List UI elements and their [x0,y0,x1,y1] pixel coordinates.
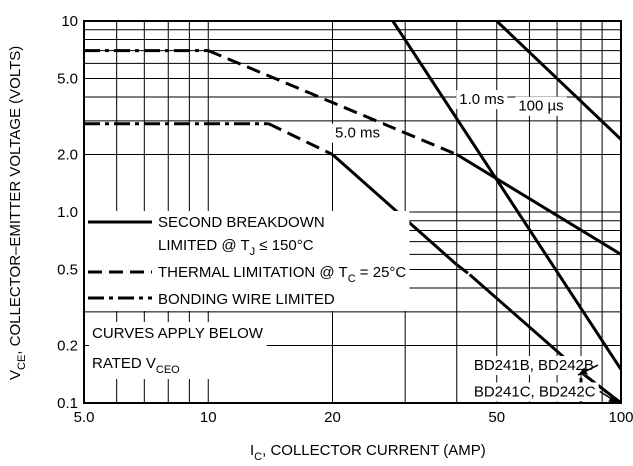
note-line1: CURVES APPLY BELOW [92,325,264,342]
y-axis-label: VCE, COLLECTOR–EMITTER VOLTAGE (VOLTS) [7,46,28,380]
x-tick-label: 20 [324,409,341,426]
y-tick-label: 0.1 [57,395,78,412]
curve-dashed [455,263,471,276]
plot-frame [83,20,622,404]
y-tick-label: 0.5 [57,261,78,278]
y-tick-label: 1.0 [57,204,78,221]
curve-solid [456,153,622,256]
device-labels: BD241B, BD242B BD241C, BD242C [470,356,619,404]
device-arrowhead [608,394,618,403]
y-tick-label: 0.2 [57,338,78,355]
legend: SECOND BREAKDOWN LIMITED @ TJ ≤ 150°C TH… [85,211,410,311]
device-label: BD241C, BD242C [474,383,596,400]
curve-label: 5.0 ms [335,125,380,142]
x-axis-label: IC, COLLECTOR CURRENT (AMP) [250,442,486,463]
x-tick-label: 10 [200,409,217,426]
y-tick-label: 5.0 [57,70,78,87]
curve-solid [331,153,458,266]
curve-dashed [207,49,458,156]
y-tick-label: 10 [61,13,78,30]
note-line2: RATED VCEO [92,355,180,376]
curve-dashed [267,122,334,156]
device-arrowhead [578,367,588,376]
device-label-bg [470,356,597,376]
legend-dashed-label: THERMAL LIMITATION @ TC = 25°C [158,264,406,285]
curve-label: 100 µs [518,98,563,115]
legend-solid-label: SECOND BREAKDOWN [158,214,325,231]
curve-labels: 1.0 ms 5.0 ms 100 µs [332,90,567,143]
curve-label: 1.0 ms [459,91,504,108]
curve-label-bg [515,96,567,116]
y-tick-label: 2.0 [57,147,78,164]
curve-label-bg [332,123,384,143]
x-tick-labels: 5.0 10 20 50 100 [74,409,633,426]
note-background [89,322,267,379]
curves [84,19,623,405]
curve-solid [391,20,623,371]
legend-dashdot-label: BONDING WIRE LIMITED [158,291,335,308]
legend-background [85,211,410,311]
curve-label-bg [456,90,508,110]
curve-solid [495,19,623,141]
device-label: BD241B, BD242B [474,357,594,374]
note: CURVES APPLY BELOW RATED VCEO [89,322,267,379]
device-label-bg [470,382,599,402]
legend-solid-label-line2: LIMITED @ TJ ≤ 150°C [158,237,314,258]
y-tick-labels: 0.1 0.2 0.5 1.0 2.0 5.0 10 [57,13,78,412]
x-tick-label: 50 [488,409,505,426]
x-tick-label: 5.0 [74,409,95,426]
x-tick-label: 100 [608,409,633,426]
